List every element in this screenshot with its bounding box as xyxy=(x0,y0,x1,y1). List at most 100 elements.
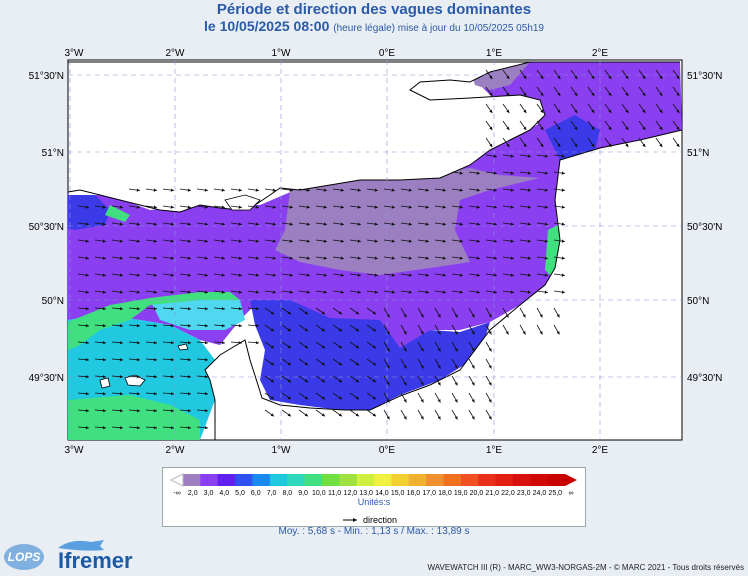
wave-arrow-head xyxy=(85,290,89,294)
wave-arrow-head xyxy=(304,413,309,417)
wave-arrow-head xyxy=(561,188,565,192)
wave-arrow-head xyxy=(85,205,89,209)
wave-arrow-head xyxy=(289,273,293,277)
wave-arrow-head xyxy=(437,331,441,335)
wave-arrow-head xyxy=(372,362,377,366)
wave-arrow-head xyxy=(561,205,565,209)
wave-arrow-head xyxy=(659,75,663,80)
wave-arrow-head xyxy=(221,324,225,328)
wave-arrow-head xyxy=(454,399,458,403)
lat-label: 51°30'N xyxy=(687,71,722,82)
legend-tick-label: 22,0 xyxy=(501,490,515,497)
wave-arrow-head xyxy=(561,256,565,260)
wave-arrow-head xyxy=(238,205,242,209)
sea-lightcyan-region xyxy=(150,295,245,330)
legend-swatch xyxy=(235,474,253,486)
wave-arrow-head xyxy=(102,324,106,328)
lon-label: 0°E xyxy=(379,48,396,59)
wave-arrow-head xyxy=(321,379,326,383)
wave-arrow-head xyxy=(471,416,475,420)
legend-swatch xyxy=(200,474,219,486)
wave-arrow-head xyxy=(561,273,565,277)
wave-arrow-head xyxy=(306,188,310,192)
wave-arrow-head xyxy=(102,273,106,277)
wave-arrow-head xyxy=(471,314,475,318)
wave-arrow-head xyxy=(255,222,259,226)
legend-swatch xyxy=(495,474,514,486)
legend-tick-label: 8,0 xyxy=(282,490,292,497)
wave-arrow-head xyxy=(204,341,208,345)
wave-arrow-head xyxy=(355,362,360,366)
wave-arrow-head xyxy=(287,362,292,366)
wave-arrow-head xyxy=(102,392,106,396)
wave-arrow-head xyxy=(372,328,377,332)
legend-tick-label: 7,0 xyxy=(267,490,277,497)
wave-arrow-head xyxy=(204,324,208,328)
wave-arrow-head xyxy=(425,188,429,192)
legend-swatch xyxy=(512,474,531,486)
wave-arrow-head xyxy=(355,345,360,349)
wave-arrow-head xyxy=(386,365,390,369)
legend-colorbar: -∞ 2,0 3,0 4,0 5,0 6,0 7,0 8,0 9,0 10,0 11,0 12,0 13… xyxy=(169,473,577,525)
legend-swatch xyxy=(443,474,462,486)
wave-arrow-head xyxy=(403,382,407,386)
wave-arrow-head xyxy=(187,392,191,396)
wave-arrow-head xyxy=(527,256,531,260)
wave-arrow-head xyxy=(221,205,225,209)
wave-arrow-head xyxy=(170,307,174,311)
wave-arrow-head xyxy=(204,426,208,430)
wave-arrow-head xyxy=(136,273,140,277)
wave-arrow-head xyxy=(338,396,343,400)
wave-arrow-head xyxy=(119,222,123,226)
wave-arrow-head xyxy=(136,426,140,430)
wave-arrow-head xyxy=(204,307,208,311)
wave-arrow-head xyxy=(204,205,208,209)
wave-arrow-head xyxy=(510,239,514,243)
wave-arrow-head xyxy=(544,188,548,192)
wave-arrow-head xyxy=(676,143,680,148)
wave-arrow-head xyxy=(574,75,578,80)
wave-arrow-head xyxy=(187,426,191,430)
legend-swatch xyxy=(183,474,201,486)
lat-labels-left: 51°30'N 51°N 50°30'N 50°N 49°30'N xyxy=(29,71,64,384)
wave-arrow-head xyxy=(102,205,106,209)
wave-arrow-head xyxy=(221,273,225,277)
wave-arrow-head xyxy=(272,239,276,243)
wave-arrow-head xyxy=(153,290,157,294)
legend-arrow-label: direction xyxy=(363,515,397,525)
wave-arrow-head xyxy=(289,256,293,260)
wave-arrow-head xyxy=(510,154,514,158)
wave-arrow-head xyxy=(119,256,123,260)
wave-arrow-head xyxy=(510,205,514,209)
legend-color-swatches xyxy=(169,473,577,487)
wave-arrow-head xyxy=(425,256,429,260)
wave-arrow-head xyxy=(676,126,680,131)
wave-arrow-head xyxy=(136,188,140,192)
wave-arrow-head xyxy=(187,358,191,362)
wave-arrow-head xyxy=(374,290,378,294)
wave-arrow-head xyxy=(221,290,225,294)
legend-swatch xyxy=(530,474,549,486)
wave-arrow-head xyxy=(204,222,208,226)
wave-arrow-head xyxy=(540,75,544,80)
wave-arrow-head xyxy=(489,92,493,97)
wave-arrow-head xyxy=(420,382,424,386)
wave-arrow-head xyxy=(489,126,493,131)
wave-arrow-head xyxy=(454,348,458,352)
wave-arrow-head xyxy=(454,331,458,335)
legend-tick-label: 5,0 xyxy=(235,490,245,497)
wave-arrow-head xyxy=(323,205,327,209)
wave-arrow-head xyxy=(556,331,560,335)
wave-arrow-head xyxy=(238,239,242,243)
wave-arrow-head xyxy=(85,222,89,226)
wave-arrow-head xyxy=(505,314,509,318)
update-info: (heure légale) mise à jour du 10/05/2025… xyxy=(333,23,544,34)
lon-labels-top: 3°W 2°W 1°W 0°E 1°E 2°E xyxy=(65,48,609,59)
wave-arrow-head xyxy=(642,109,646,114)
wave-arrow-head xyxy=(391,205,395,209)
wave-arrow-head xyxy=(170,222,174,226)
legend-tick-label: 11,0 xyxy=(328,490,341,497)
ifremer-logo: Ifremer xyxy=(58,548,133,573)
wave-arrow-head xyxy=(374,205,378,209)
wave-arrow-head xyxy=(255,273,259,277)
